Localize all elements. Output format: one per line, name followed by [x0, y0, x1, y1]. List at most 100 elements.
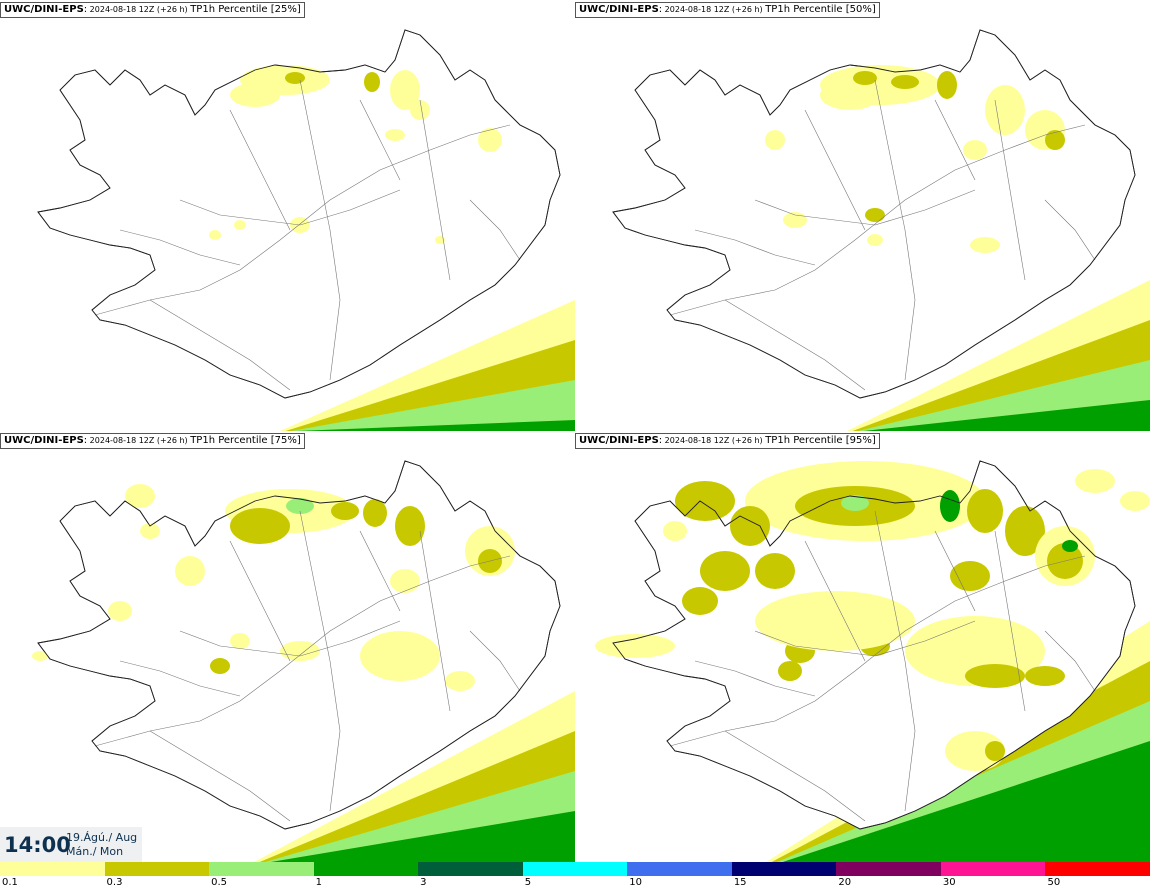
- precip-area: [783, 212, 807, 228]
- precip-area: [985, 85, 1025, 135]
- precip-area: [765, 130, 785, 150]
- panel-title: UWC/DINI-EPS: 2024-08-18 12Z (+26 h) TP1…: [575, 433, 880, 449]
- map-panel-p75: UWC/DINI-EPS: 2024-08-18 12Z (+26 h) TP1…: [0, 431, 575, 862]
- coastline-outline: [612, 29, 1136, 399]
- valid-date: 19.Ágú./ Aug Mán./ Mon: [66, 831, 137, 859]
- precip-area: [478, 128, 502, 152]
- panel-title: UWC/DINI-EPS: 2024-08-18 12Z (+26 h) TP1…: [0, 2, 305, 18]
- road-line: [179, 189, 401, 226]
- road-line: [754, 620, 976, 657]
- colorbar-segment: [418, 862, 523, 876]
- precip-area: [140, 523, 160, 539]
- panel-run-time: 2024-08-18 12Z (+26 h): [662, 436, 766, 445]
- precip-area: [230, 83, 280, 107]
- precip-area: [700, 551, 750, 591]
- precip-area: [985, 741, 1005, 761]
- panel-model-name: UWC/DINI-EPS: [4, 435, 84, 446]
- coastline-outline: [37, 29, 561, 399]
- road-line: [669, 124, 1086, 316]
- colorbar-tick-label: 0.5: [211, 877, 227, 888]
- road-line: [229, 540, 291, 662]
- road-line: [724, 730, 866, 822]
- panel-title: UWC/DINI-EPS: 2024-08-18 12Z (+26 h) TP1…: [575, 2, 880, 18]
- precip-area: [778, 661, 802, 681]
- colorbar-segment: [836, 862, 941, 876]
- precip-area: [286, 498, 314, 514]
- precip-area: [1075, 469, 1115, 493]
- road-line: [94, 124, 511, 316]
- colorbar-segment: [0, 862, 105, 876]
- precip-area: [445, 671, 475, 691]
- precip-area: [385, 129, 405, 141]
- road-line: [299, 79, 341, 381]
- colorbar-segment: [731, 862, 837, 876]
- road-line: [1044, 630, 1096, 692]
- panel-title-separator: :: [83, 4, 88, 15]
- precip-area: [230, 633, 250, 649]
- coastline-outline: [612, 460, 1136, 830]
- road-line: [149, 299, 291, 391]
- precip-area: [210, 658, 230, 674]
- colorbar-segment: [209, 862, 314, 876]
- precip-area: [682, 587, 718, 615]
- precip-area: [175, 556, 205, 586]
- panel-field-name: TP1h Percentile [75%]: [190, 435, 301, 446]
- iceland-map: [37, 29, 575, 431]
- colorbar-tick-label: 0.3: [106, 877, 123, 888]
- road-line: [874, 79, 916, 381]
- colorbar-segment: [627, 862, 732, 876]
- colorbar-tick-label: 50: [1047, 877, 1061, 888]
- road-line: [119, 660, 241, 697]
- road-line: [994, 530, 1026, 712]
- road-line: [754, 189, 976, 226]
- colorbar-tick-label: 5: [524, 877, 532, 888]
- colorbar-segment: [313, 862, 419, 876]
- precip-area: [841, 495, 869, 511]
- coastline-outline: [37, 460, 561, 830]
- precip-area: [435, 236, 445, 244]
- precip-area: [108, 601, 132, 621]
- valid-time-box: 14:00 19.Ágú./ Aug Mán./ Mon: [0, 827, 142, 862]
- precip-area: [595, 634, 675, 658]
- precip-band-sea: [296, 420, 575, 431]
- road-line: [1044, 199, 1096, 261]
- precip-area: [755, 553, 795, 589]
- road-line: [94, 555, 511, 747]
- iceland-map: [32, 460, 575, 862]
- precip-area: [395, 506, 425, 546]
- precip-area: [970, 237, 1000, 253]
- precip-band-sea: [291, 380, 575, 431]
- precip-area: [1045, 130, 1065, 150]
- precip-area: [331, 502, 359, 520]
- precip-band-sea: [270, 811, 575, 862]
- precip-area: [360, 631, 440, 681]
- colorbar-segment: [940, 862, 1046, 876]
- panel-field-name: TP1h Percentile [25%]: [190, 4, 301, 15]
- road-line: [934, 530, 976, 612]
- map-panel-p95: UWC/DINI-EPS: 2024-08-18 12Z (+26 h) TP1…: [575, 431, 1150, 862]
- valid-time: 14:00: [4, 833, 71, 857]
- colorbar-tick-label: 20: [838, 877, 852, 888]
- road-line: [669, 555, 1086, 747]
- precip-area: [963, 140, 987, 160]
- precip-area: [755, 591, 915, 651]
- road-line: [119, 229, 241, 266]
- road-line: [469, 630, 521, 692]
- colorbar-tick-label: 30: [942, 877, 956, 888]
- road-line: [419, 530, 451, 712]
- precip-area: [820, 80, 880, 110]
- panel-run-time: 2024-08-18 12Z (+26 h): [87, 5, 191, 14]
- road-line: [804, 540, 866, 662]
- road-line: [419, 99, 451, 281]
- panel-run-time: 2024-08-18 12Z (+26 h): [662, 5, 766, 14]
- precip-area: [1120, 491, 1150, 511]
- road-line: [469, 199, 521, 261]
- road-line: [934, 99, 976, 181]
- precip-area: [285, 72, 305, 84]
- colorbar-tick-label: 10: [629, 877, 642, 888]
- precip-area: [950, 561, 990, 591]
- map-panel-p25: UWC/DINI-EPS: 2024-08-18 12Z (+26 h) TP1…: [0, 0, 575, 431]
- panel-model-name: UWC/DINI-EPS: [579, 435, 659, 446]
- colorbar-tick-label: 1: [315, 877, 322, 888]
- precip-area: [364, 72, 380, 92]
